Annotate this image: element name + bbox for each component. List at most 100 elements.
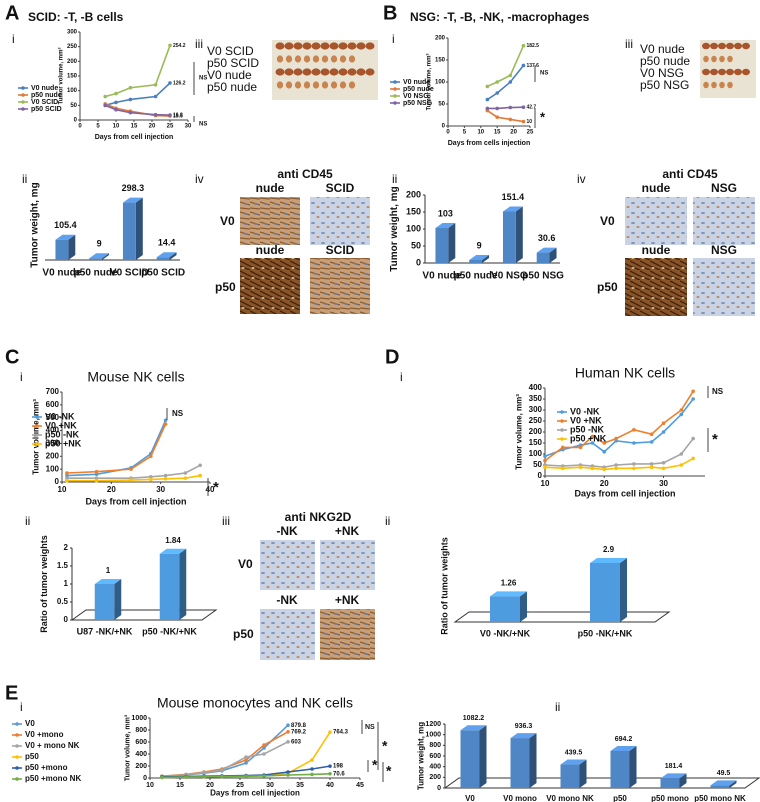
- sub-label: iii: [195, 37, 203, 51]
- tumor: [703, 55, 709, 63]
- stain-col: +NK: [335, 593, 360, 607]
- marker: [65, 473, 69, 478]
- x-tick-label: 30: [266, 782, 274, 789]
- marker: [65, 476, 69, 480]
- data-label: 105.4: [54, 220, 77, 230]
- annotation: NS: [365, 724, 375, 731]
- marker: [614, 463, 618, 467]
- marker: [160, 775, 164, 780]
- y-tick-label: 100: [435, 80, 446, 86]
- legend-swatch: [393, 101, 397, 105]
- tumor: [275, 42, 285, 50]
- x-tick-label: 10: [58, 485, 67, 494]
- marker: [168, 43, 172, 48]
- marker: [184, 775, 188, 779]
- marker: [543, 465, 547, 470]
- x-tick-label: 30: [185, 124, 192, 130]
- bar-side: [479, 725, 487, 788]
- y-tick-label: 300: [67, 30, 78, 36]
- marker: [632, 441, 636, 445]
- marker: [310, 767, 314, 771]
- marker: [590, 466, 595, 471]
- data-label: 1082.2: [463, 715, 485, 722]
- floor: [453, 611, 671, 623]
- x-tick-label: 10: [541, 479, 550, 488]
- data-label: 298.3: [122, 183, 145, 193]
- marker: [328, 771, 332, 776]
- y-tick-label: 200: [406, 189, 421, 199]
- bar-side: [135, 197, 143, 260]
- sub-label: iii: [222, 514, 230, 528]
- stain-col: nude: [642, 181, 671, 195]
- tumor: [703, 81, 709, 89]
- y-tick-label: 600: [46, 400, 60, 409]
- marker: [65, 478, 69, 483]
- y-tick-label: 0: [74, 118, 78, 124]
- ihc-image: [310, 258, 370, 314]
- marker: [679, 463, 684, 467]
- x-tick-label: V0 -NK/+NK: [480, 628, 531, 638]
- y-tick-label: 100: [46, 464, 60, 473]
- bar: [435, 227, 449, 263]
- data-label: 103: [438, 208, 453, 218]
- y-tick-label: 2: [64, 543, 69, 552]
- bar-top: [590, 557, 627, 563]
- x-tick-label: 5: [463, 130, 467, 136]
- marker: [94, 472, 99, 477]
- series-line: [161, 741, 289, 777]
- data-label: 13.5: [173, 113, 183, 119]
- x-tick-label: V0 nude: [422, 271, 461, 282]
- ihc-image: [693, 258, 755, 316]
- y-tick-label: 1200: [425, 721, 441, 728]
- y-tick-label: 150: [67, 74, 78, 80]
- bar-top: [710, 780, 737, 786]
- photo-row-label: p50 nude: [207, 80, 257, 94]
- bar-side: [529, 733, 537, 788]
- sub-label: i: [392, 32, 395, 46]
- legend-swatch: [560, 419, 564, 423]
- stain-row: p50: [597, 280, 618, 294]
- legend-swatch: [15, 755, 19, 759]
- chart-title: Mouse NK cells: [87, 369, 184, 385]
- y-axis-label: Tumor volume, mm³: [32, 399, 41, 475]
- y-tick-label: 150: [529, 438, 543, 447]
- y-tick-label: 50: [411, 240, 421, 250]
- tumor: [329, 68, 339, 76]
- bar-side: [179, 548, 187, 620]
- x-axis-label: Days from cell injection: [85, 496, 186, 506]
- stain-col: SCID: [326, 243, 355, 257]
- x-tick-label: 10: [477, 130, 484, 136]
- legend-swatch: [15, 722, 19, 726]
- y-tick-label: 400: [429, 764, 441, 771]
- bar-top: [469, 254, 490, 260]
- x-tick-label: 0: [78, 124, 82, 130]
- marker: [198, 473, 202, 478]
- data-label: 439.5: [565, 749, 583, 756]
- marker: [679, 452, 684, 456]
- tumor: [742, 42, 750, 50]
- bar-top: [156, 252, 177, 258]
- bar-side: [549, 247, 557, 263]
- photo-row-label: V0 nude: [207, 68, 252, 82]
- y-tick-label: 200: [135, 763, 147, 770]
- legend-label: V0 nude: [403, 79, 430, 86]
- legend-swatch: [21, 86, 25, 90]
- x-tick-label: 30: [156, 485, 165, 494]
- x-tick-label: 10: [146, 782, 154, 789]
- data-label: 694.2: [615, 736, 633, 743]
- tumor: [719, 81, 725, 89]
- x-tick-label: 30: [659, 479, 668, 488]
- marker: [485, 84, 490, 89]
- bar-side: [102, 253, 110, 260]
- bar-top: [660, 773, 687, 779]
- tumor: [284, 68, 294, 76]
- marker: [485, 97, 490, 102]
- bar-side: [169, 252, 177, 260]
- tumor: [302, 42, 312, 50]
- marker: [94, 478, 99, 483]
- photo-row-label: p50 nude: [640, 54, 690, 68]
- tumor: [365, 68, 375, 76]
- bar-top: [502, 206, 523, 212]
- data-label: 70.6: [333, 771, 345, 777]
- legend-swatch: [15, 777, 19, 781]
